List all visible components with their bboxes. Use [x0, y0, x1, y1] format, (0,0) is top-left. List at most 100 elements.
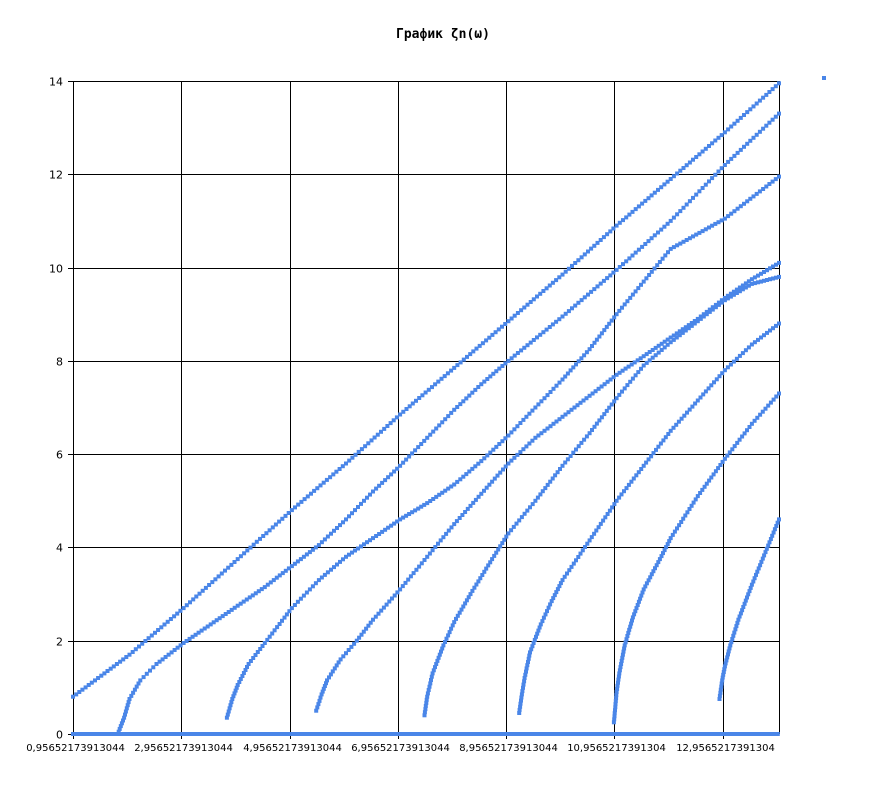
data-point: [262, 641, 267, 645]
data-point: [742, 144, 746, 149]
data-point: [587, 393, 592, 398]
data-point: [582, 295, 587, 300]
data-point: [773, 84, 778, 89]
data-point: [174, 732, 179, 736]
data-point: [452, 522, 457, 527]
data-point: [376, 611, 381, 616]
data-point: [527, 653, 532, 658]
data-point: [541, 732, 546, 736]
data-point: [680, 330, 685, 335]
data-point: [535, 294, 539, 299]
data-point: [255, 650, 260, 654]
data-point: [191, 597, 196, 602]
data-point: [608, 273, 613, 278]
data-point: [524, 414, 529, 419]
data-point: [617, 265, 622, 269]
data-point: [557, 317, 562, 322]
data-point: [687, 507, 692, 511]
data-point: [648, 575, 653, 580]
data-point: [401, 515, 406, 520]
data-point: [159, 625, 164, 630]
data-point: [321, 686, 326, 691]
data-point: [210, 732, 215, 736]
data-point: [752, 418, 757, 423]
data-point: [455, 363, 460, 368]
data-point: [710, 141, 715, 146]
data-point: [245, 548, 250, 553]
data-point: [675, 243, 680, 248]
data-point: [407, 512, 412, 516]
data-point: [612, 714, 617, 719]
data-point: [649, 732, 654, 736]
data-point: [726, 159, 731, 164]
data-point: [395, 732, 400, 736]
data-point: [436, 655, 441, 660]
data-point: [301, 554, 306, 559]
data-point: [680, 327, 685, 332]
data-point: [535, 732, 540, 736]
data-point: [554, 383, 559, 388]
data-point: [461, 357, 466, 362]
data-point: [332, 528, 336, 533]
data-point: [431, 732, 436, 736]
data-point: [497, 442, 502, 446]
data-point: [626, 630, 631, 635]
data-point: [371, 617, 375, 622]
data-point: [437, 423, 442, 428]
data-point: [700, 229, 705, 234]
data-point: [340, 732, 345, 736]
data-point: [143, 639, 148, 643]
data-point: [659, 227, 664, 232]
data-point: [707, 478, 712, 483]
data-point: [714, 732, 719, 736]
data-point: [554, 419, 559, 424]
data-point: [366, 623, 371, 628]
data-point: [197, 591, 202, 596]
data-point: [426, 688, 431, 692]
data-point: [668, 218, 673, 223]
data-point: [337, 467, 342, 471]
data-point: [441, 643, 446, 648]
data-point: [389, 472, 394, 477]
data-point: [541, 615, 546, 620]
data-point: [395, 590, 400, 595]
data-point: [695, 316, 700, 321]
data-point: [500, 364, 505, 368]
data-point: [422, 713, 427, 718]
data-point: [640, 201, 645, 206]
data-point: [335, 562, 339, 567]
data-point: [742, 113, 746, 117]
data-point: [356, 505, 360, 509]
data-point: [512, 455, 517, 460]
data-point: [341, 520, 345, 525]
data-point: [713, 302, 718, 307]
data-point: [597, 732, 602, 736]
data-point: [571, 450, 576, 455]
data-point: [334, 732, 339, 736]
data-point: [141, 675, 146, 680]
y-tick-label: 4: [56, 542, 63, 555]
data-point: [298, 557, 303, 562]
data-point: [299, 499, 304, 504]
data-point: [645, 732, 650, 736]
data-point: [735, 206, 740, 211]
data-point: [646, 196, 651, 201]
data-point: [761, 187, 766, 191]
data-point: [434, 494, 439, 499]
data-point: [157, 659, 162, 664]
data-point: [720, 678, 725, 683]
data-point: [414, 398, 418, 403]
data-point: [560, 272, 565, 277]
data-point: [172, 648, 177, 652]
data-point: [661, 438, 666, 443]
data-point: [316, 578, 321, 583]
data-point: [413, 448, 418, 453]
data-point: [506, 319, 511, 324]
data-point: [236, 732, 241, 736]
data-point: [389, 523, 394, 528]
data-point: [227, 706, 232, 711]
data-point: [202, 626, 207, 631]
data-point: [668, 335, 673, 340]
data-point: [764, 184, 769, 189]
data-point: [249, 732, 254, 736]
